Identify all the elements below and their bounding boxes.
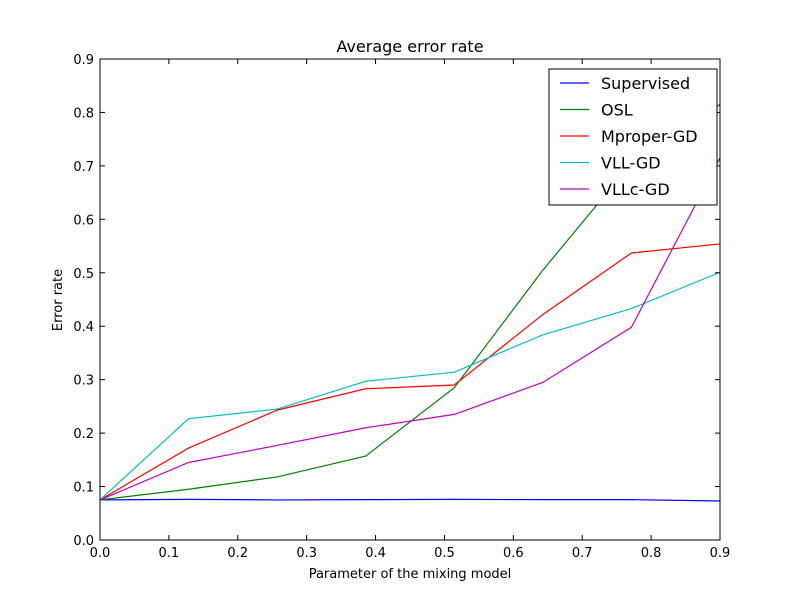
legend-label: Supervised: [601, 74, 690, 93]
series-line-vllc-gd: [100, 157, 720, 501]
legend: Supervised OSL Mproper-GD VLL-GD VLLc-GD: [548, 68, 718, 206]
x-tick-label: 0.3: [296, 546, 317, 561]
legend-label: OSL: [601, 101, 633, 120]
series-line-supervised: [100, 498, 720, 502]
x-tick-label: 0.5: [434, 546, 455, 561]
chart-title: Average error rate: [336, 37, 483, 56]
x-tick-label: 0.0: [90, 546, 111, 561]
x-tick-label: 0.1: [159, 546, 180, 561]
y-tick-label: 0.0: [73, 534, 94, 549]
x-tick-label: 0.9: [710, 546, 731, 561]
x-tick-label: 0.6: [503, 546, 524, 561]
y-tick-label: 0.4: [73, 320, 94, 335]
x-tick-label: 0.8: [641, 546, 662, 561]
x-tick-label: 0.4: [365, 546, 386, 561]
y-tick-label: 0.5: [73, 267, 94, 282]
x-tick-label: 0.2: [227, 546, 248, 561]
y-tick-label: 0.2: [73, 427, 94, 442]
series-line-mproper-gd: [100, 243, 720, 501]
legend-label: Mproper-GD: [601, 127, 698, 146]
legend-label: VLLc-GD: [601, 180, 670, 199]
plot-frame: [99, 58, 721, 541]
x-tick-label: 0.7: [572, 546, 593, 561]
y-axis-label: Error rate: [51, 269, 66, 331]
x-axis-label: Parameter of the mixing model: [309, 567, 512, 582]
y-tick-label: 0.3: [73, 374, 94, 389]
y-tick-label: 0.8: [73, 106, 94, 121]
legend-box: [548, 68, 718, 206]
legend-label: VLL-GD: [601, 154, 661, 173]
y-tick-label: 0.6: [73, 213, 94, 228]
series-line-vll-gd: [100, 271, 720, 501]
y-tick-label: 0.9: [73, 53, 94, 68]
y-tick-label: 0.1: [73, 481, 94, 496]
y-tick-label: 0.7: [73, 160, 94, 175]
